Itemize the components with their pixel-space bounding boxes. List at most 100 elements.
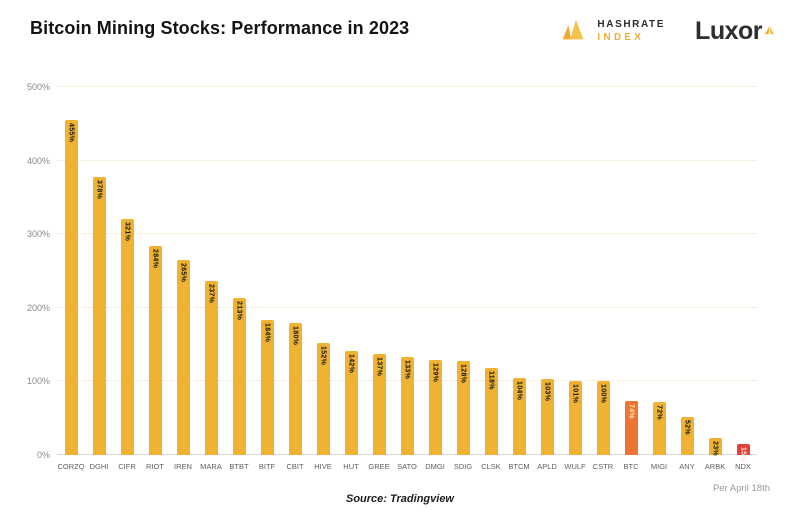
bar-slot-IREN: 265% IREN xyxy=(169,87,197,471)
hashrate-logo-line1: HASHRATE xyxy=(597,19,666,30)
x-axis-label-SDIG: SDIG xyxy=(453,462,473,471)
x-axis-label-CORZQ: CORZQ xyxy=(57,462,85,471)
hashrate-mountain-icon xyxy=(559,16,589,47)
bar-slot-BITF: 184% BITF xyxy=(253,87,281,471)
bar-value-label-IREN: 265% xyxy=(179,262,187,283)
bar-value-label-BITF: 184% xyxy=(263,322,271,342)
y-axis-label-0: 0% xyxy=(36,450,50,460)
y-axis-label-500: 500% xyxy=(26,82,50,92)
x-axis-label-BTC: BTC xyxy=(623,462,639,471)
bar-slot-WULF: 101% WULF xyxy=(561,87,589,471)
bar-value-label-CBIT: 180% xyxy=(291,325,299,345)
bar-value-label-DGHI: 378% xyxy=(95,179,103,199)
bar-value-label-RIOT: 284% xyxy=(151,248,159,269)
bar-value-label-HUT: 142% xyxy=(347,353,355,373)
bar-SATO: 133% xyxy=(400,357,414,455)
luxor-triangle-icon xyxy=(765,13,774,42)
bar-GREE: 137% xyxy=(372,354,386,455)
x-axis-label-RIOT: RIOT xyxy=(146,462,164,471)
source-caption: Source: Tradingview xyxy=(346,493,454,505)
x-axis-label-BITF: BITF xyxy=(258,462,276,471)
bar-IREN: 265% xyxy=(176,259,190,455)
bar-DMGI: 129% xyxy=(428,360,442,455)
bar-NDX: 15% xyxy=(736,443,750,462)
bar-SDIG: 128% xyxy=(456,360,470,455)
x-axis-label-DMGI: DMGI xyxy=(425,462,445,471)
x-axis-label-APLD: APLD xyxy=(537,462,557,471)
bar-value-label-MARA: 237% xyxy=(207,283,215,303)
bar-slot-CLSK: 118% CLSK xyxy=(477,87,505,471)
bar-BTC: 74% xyxy=(624,400,638,455)
bar-value-label-APLD: 103% xyxy=(543,382,551,402)
gridline-300: 300% xyxy=(27,229,757,239)
x-axis-label-DGHI: DGHI xyxy=(89,462,109,471)
hashrate-logo-line2: INDEX xyxy=(597,31,644,43)
bars-row: 455% CORZQ 378% DGHI 321% CIFR 284% RIOT 265% IRE… xyxy=(57,87,757,471)
x-axis-label-CIFR: CIFR xyxy=(118,462,136,471)
bar-slot-ARBK: 23% ARBK xyxy=(701,87,729,471)
bar-value-label-BTCM: 104% xyxy=(515,381,523,401)
bar-value-label-DMGI: 129% xyxy=(431,363,439,383)
bar-value-label-CIFR: 321% xyxy=(123,221,131,241)
bar-CLSK: 118% xyxy=(484,368,498,455)
gridline-500: 500% xyxy=(27,82,757,92)
bar-value-label-MIGI: 72% xyxy=(655,405,663,420)
bar-HUT: 142% xyxy=(344,350,358,455)
y-axis-label-400: 400% xyxy=(26,155,50,166)
x-axis-label-MIGI: MIGI xyxy=(650,462,668,471)
x-axis-label-SATO: SATO xyxy=(397,462,417,471)
bar-value-label-SDIG: 128% xyxy=(459,363,467,383)
x-axis-label-BTBT: BTBT xyxy=(229,462,249,471)
x-axis-label-MARA: MARA xyxy=(200,462,222,471)
y-axis-label-100: 100% xyxy=(26,376,50,387)
bar-value-label-GREE: 137% xyxy=(375,357,383,377)
page-title: Bitcoin Mining Stocks: Performance in 20… xyxy=(30,18,410,38)
x-axis-label-ANY: ANY xyxy=(679,462,695,471)
bar-slot-CORZQ: 455% CORZQ xyxy=(57,87,85,471)
bar-slot-GREE: 137% GREE xyxy=(365,87,393,471)
bar-RIOT: 284% xyxy=(148,245,162,455)
x-axis-label-BTCM: BTCM xyxy=(508,462,530,471)
x-axis-label-WULF: WULF xyxy=(564,462,586,471)
luxor-logo: Luxor xyxy=(695,17,774,46)
bar-slot-BTCM: 104% BTCM xyxy=(505,87,533,471)
bar-slot-MARA: 237% MARA xyxy=(197,87,225,471)
hashrate-logo-text: HASHRATE INDEX xyxy=(597,19,665,44)
bar-MARA: 237% xyxy=(204,280,218,455)
y-axis-label-300: 300% xyxy=(26,229,50,240)
bar-slot-ANY: 52% ANY xyxy=(673,87,701,471)
bar-value-label-NDX: 15% xyxy=(739,446,747,462)
bar-slot-RIOT: 284% RIOT xyxy=(141,87,169,471)
bar-CBIT: 180% xyxy=(288,322,302,455)
logos: HASHRATE INDEX Luxor xyxy=(559,16,774,47)
bar-APLD: 103% xyxy=(540,379,554,455)
bar-slot-CSTR: 100% CSTR xyxy=(589,87,617,471)
bar-WULF: 101% xyxy=(568,380,582,455)
x-axis-label-GREE: GREE xyxy=(368,462,390,471)
bar-slot-CBIT: 180% CBIT xyxy=(281,87,309,471)
y-axis-label-200: 200% xyxy=(26,302,50,313)
x-axis-label-NDX: NDX xyxy=(735,462,751,471)
bar-value-label-WULF: 101% xyxy=(571,383,579,403)
bar-slot-HUT: 142% HUT xyxy=(337,87,365,471)
bar-slot-MIGI: 72% MIGI xyxy=(645,87,673,471)
gridline-200: 200% xyxy=(27,303,757,313)
bar-value-label-HIVE: 152% xyxy=(319,346,327,366)
bar-value-label-SATO: 133% xyxy=(403,360,411,380)
bar-value-label-CSTR: 100% xyxy=(599,384,607,404)
bar-slot-NDX: 15% NDX xyxy=(729,87,757,471)
bar-value-label-CLSK: 118% xyxy=(487,371,495,390)
bar-slot-HIVE: 152% HIVE xyxy=(309,87,337,471)
gridline-400: 400% xyxy=(27,156,757,166)
bar-CIFR: 321% xyxy=(120,218,134,455)
bar-value-label-BTBT: 213% xyxy=(235,301,243,321)
x-axis-label-CBIT: CBIT xyxy=(286,462,304,471)
x-axis-label-HUT: HUT xyxy=(343,462,359,471)
bar-slot-CIFR: 321% CIFR xyxy=(113,87,141,471)
bar-ANY: 52% xyxy=(680,416,694,455)
bar-HIVE: 152% xyxy=(316,343,330,455)
bar-CSTR: 100% xyxy=(596,381,610,455)
bar-value-label-ARBK: 23% xyxy=(711,441,719,456)
bar-BTBT: 213% xyxy=(232,298,246,455)
